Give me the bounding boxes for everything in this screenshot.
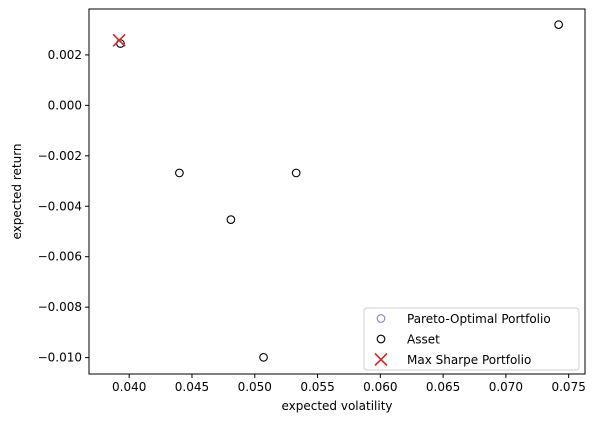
x-axis-label: expected volatility [281, 399, 392, 413]
max-sharpe-portfolio-point [112, 33, 126, 47]
x-tick-label: 0.050 [238, 380, 272, 394]
y-tick-label: 0.002 [48, 48, 82, 62]
y-tick-label: −0.002 [38, 149, 82, 163]
legend-box [363, 307, 580, 371]
x-tick-label: 0.055 [300, 380, 334, 394]
y-tick-label: −0.006 [38, 250, 82, 264]
legend-label: Max Sharpe Portfolio [407, 353, 531, 367]
axes-frame [88, 8, 586, 375]
x-tick-label: 0.075 [551, 380, 585, 394]
asset-point [226, 215, 236, 224]
legend-marker [376, 334, 386, 344]
asset-point [291, 168, 301, 178]
legend: Pareto-Optimal Portfolio Asset Max Sharpe … [363, 307, 580, 371]
legend-label: Asset [407, 333, 440, 347]
legend-marker [374, 352, 388, 367]
asset-point [554, 20, 563, 29]
x-tick-label: 0.070 [489, 380, 523, 394]
asset-point [175, 168, 184, 178]
plot-area [112, 20, 563, 362]
y-tick-label: −0.008 [38, 300, 82, 314]
x-tick-label: 0.040 [112, 380, 146, 394]
x-tick-label: 0.045 [175, 380, 209, 394]
y-tick-label: 0.000 [48, 98, 82, 112]
y-tick-label: −0.004 [38, 199, 82, 213]
y-axis-ticks: 0.002 0.000 −0.002 −0.004 −0.006 −0.008 −0.010 [38, 48, 89, 365]
x-tick-label: 0.065 [426, 380, 460, 394]
asset-point [259, 353, 268, 362]
x-tick-label: 0.060 [363, 380, 397, 394]
y-tick-label: −0.010 [38, 351, 82, 365]
legend-marker [376, 314, 386, 323]
legend-label: Pareto-Optimal Portfolio [407, 312, 551, 326]
x-axis-ticks: 0.040 0.045 0.050 0.055 0.060 0.065 0.070 0.075 [112, 374, 586, 394]
y-axis-label: expected return [10, 143, 24, 239]
